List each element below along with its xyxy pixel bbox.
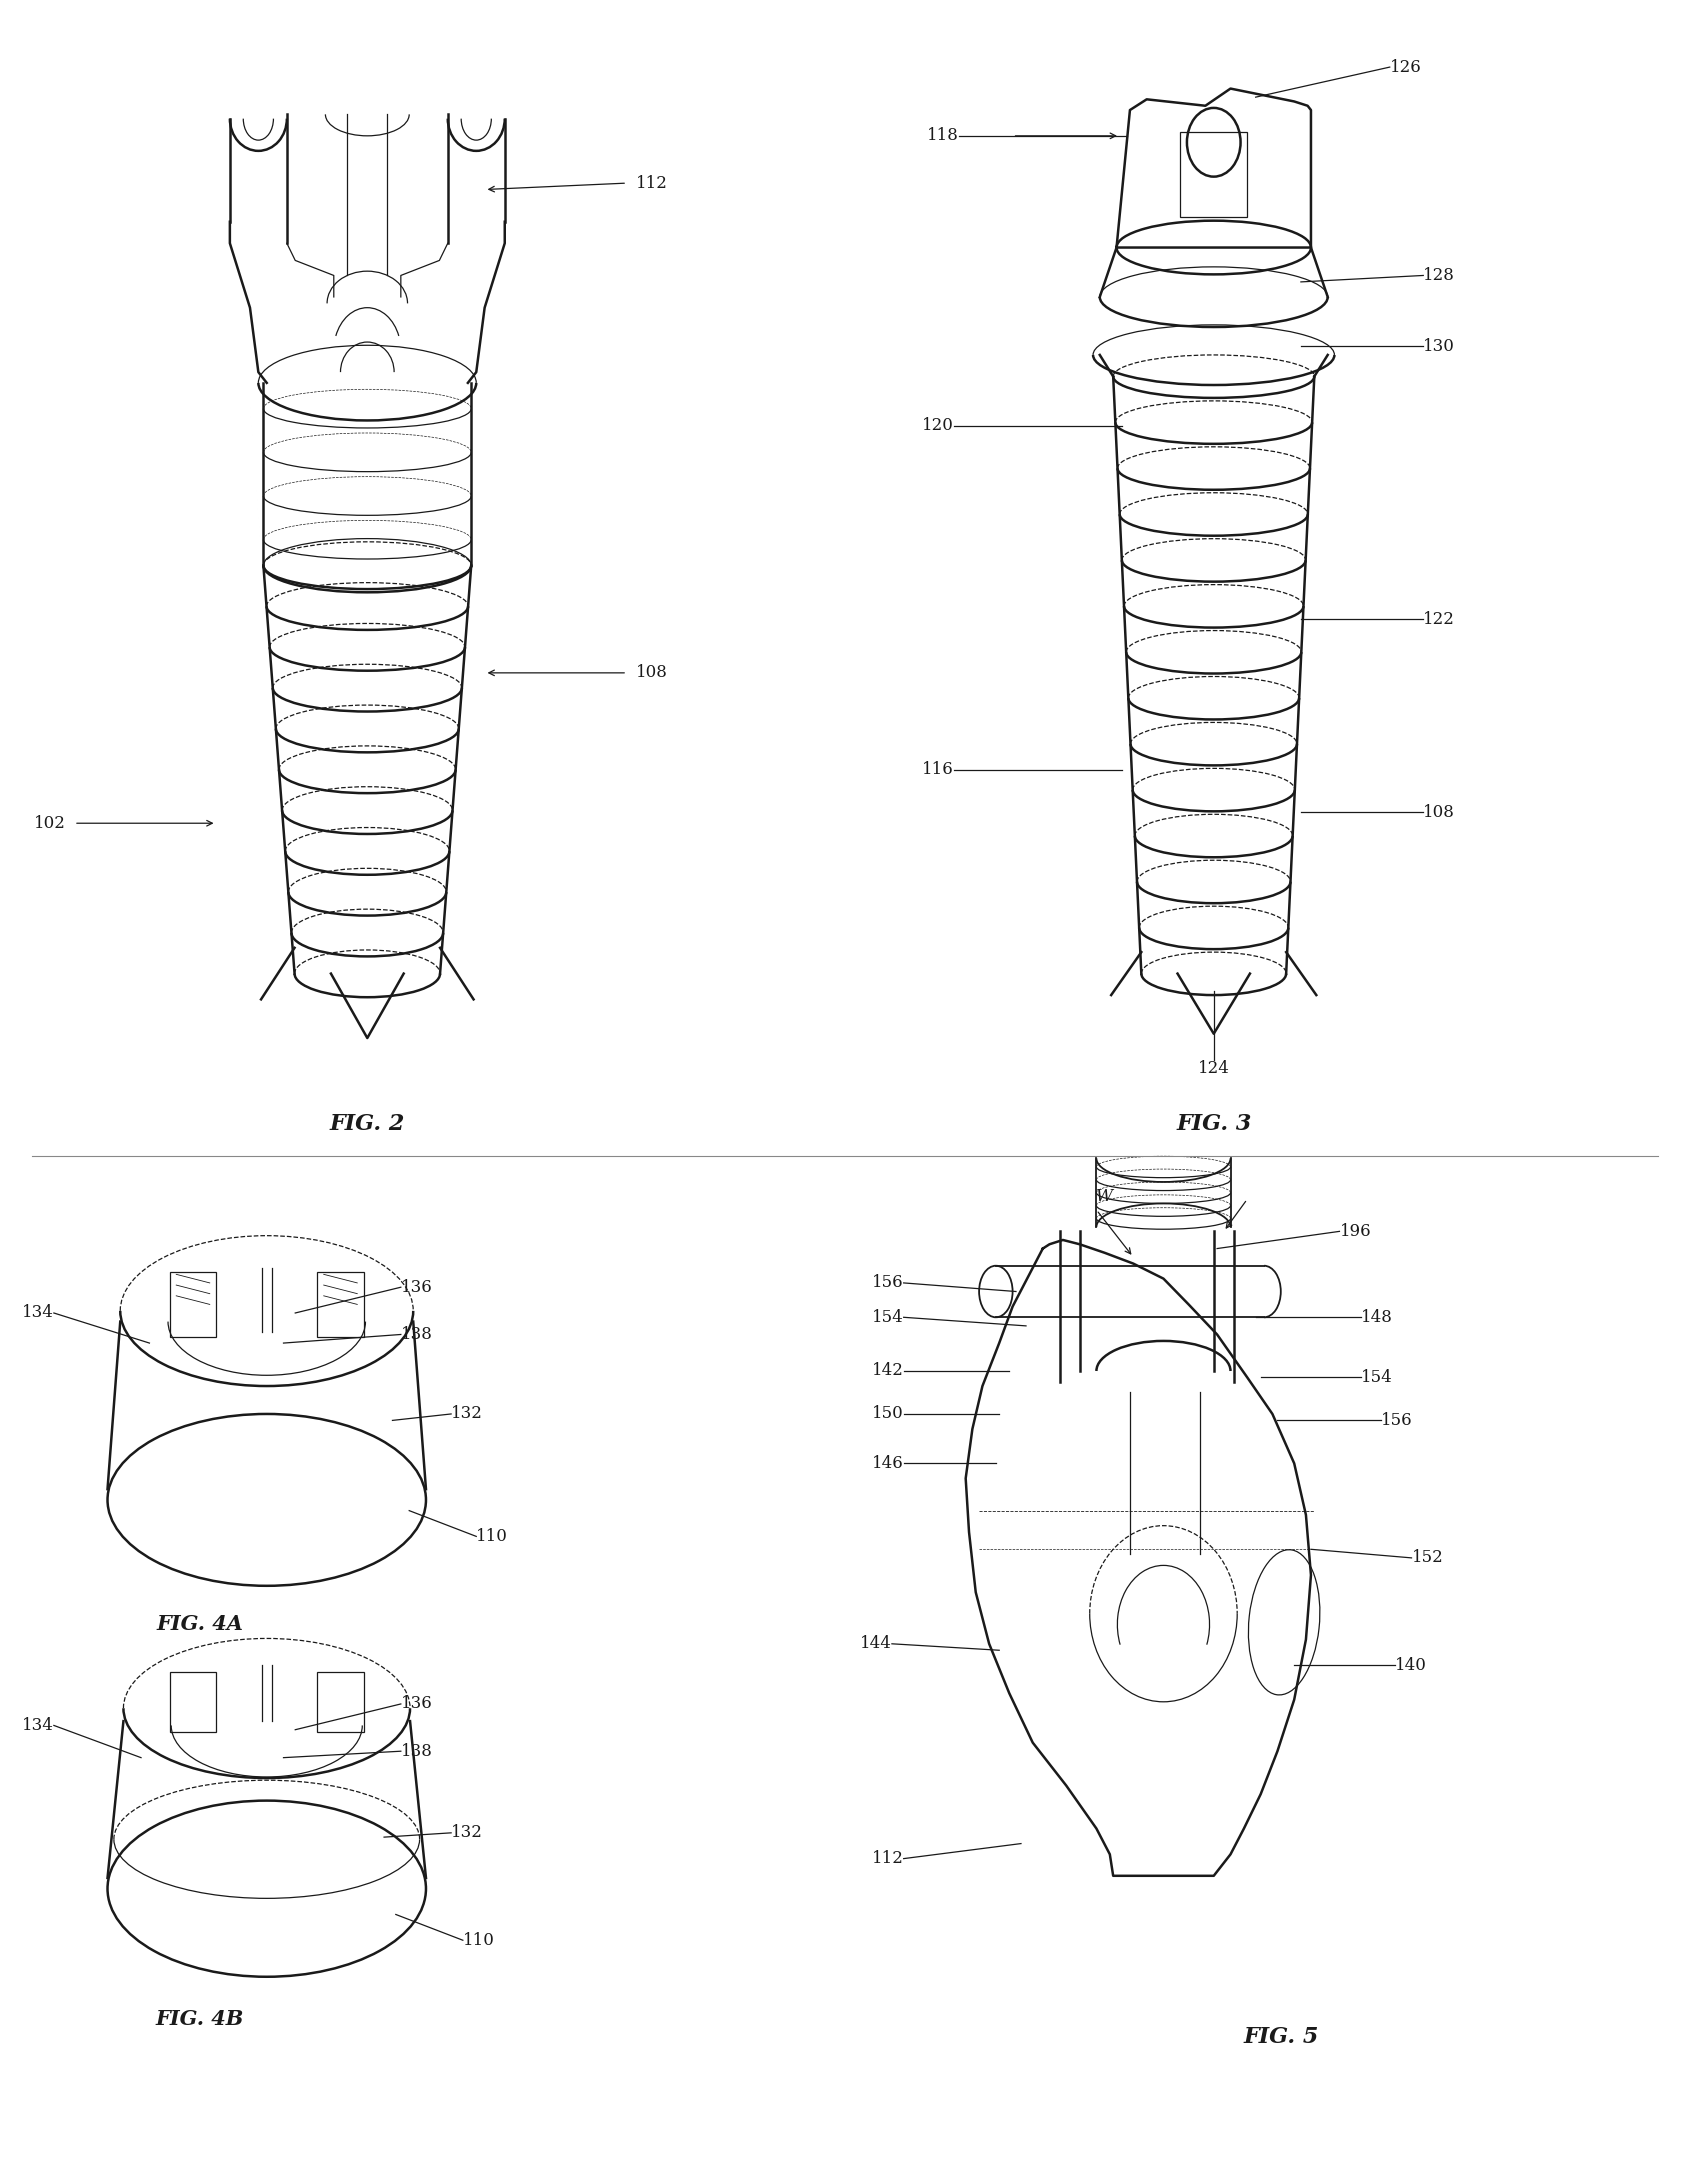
Text: 150: 150 (872, 1405, 904, 1423)
Text: 112: 112 (872, 1851, 904, 1868)
Text: 146: 146 (872, 1455, 904, 1472)
Text: 144: 144 (860, 1634, 892, 1652)
Text: 134: 134 (22, 1717, 54, 1734)
Text: 108: 108 (635, 664, 667, 681)
Text: 138: 138 (400, 1743, 432, 1760)
Text: FIG. 5: FIG. 5 (1243, 2026, 1317, 2047)
Text: 136: 136 (400, 1695, 432, 1712)
Text: 152: 152 (1410, 1550, 1442, 1567)
Text: 136: 136 (400, 1278, 432, 1295)
Text: 134: 134 (22, 1304, 54, 1321)
Text: 124: 124 (1198, 1059, 1230, 1077)
Text: 112: 112 (635, 175, 667, 192)
Text: FIG. 2: FIG. 2 (329, 1113, 405, 1135)
Text: 156: 156 (872, 1273, 904, 1291)
Text: FIG. 3: FIG. 3 (1176, 1113, 1250, 1135)
Text: 102: 102 (34, 815, 66, 832)
Text: 128: 128 (1422, 266, 1454, 283)
Text: 154: 154 (872, 1308, 904, 1325)
Text: 122: 122 (1422, 610, 1454, 627)
Text: 110: 110 (476, 1529, 508, 1546)
Text: 130: 130 (1422, 337, 1454, 355)
Text: 138: 138 (400, 1325, 432, 1343)
Text: 116: 116 (922, 761, 953, 778)
Text: 140: 140 (1393, 1656, 1426, 1673)
Text: 142: 142 (872, 1362, 904, 1379)
Text: FIG. 4B: FIG. 4B (155, 2008, 243, 2028)
Text: 110: 110 (463, 1931, 495, 1948)
Text: 108: 108 (1422, 804, 1454, 822)
Text: W: W (1096, 1189, 1113, 1206)
Text: 126: 126 (1388, 58, 1420, 76)
Text: 132: 132 (451, 1825, 483, 1842)
Text: 118: 118 (927, 128, 958, 145)
Text: 156: 156 (1380, 1412, 1412, 1429)
Text: 120: 120 (922, 417, 953, 435)
Text: 132: 132 (451, 1405, 483, 1423)
Text: 154: 154 (1360, 1369, 1392, 1386)
Text: 148: 148 (1360, 1308, 1392, 1325)
Text: FIG. 4A: FIG. 4A (155, 1613, 243, 1634)
Text: 196: 196 (1339, 1224, 1370, 1239)
